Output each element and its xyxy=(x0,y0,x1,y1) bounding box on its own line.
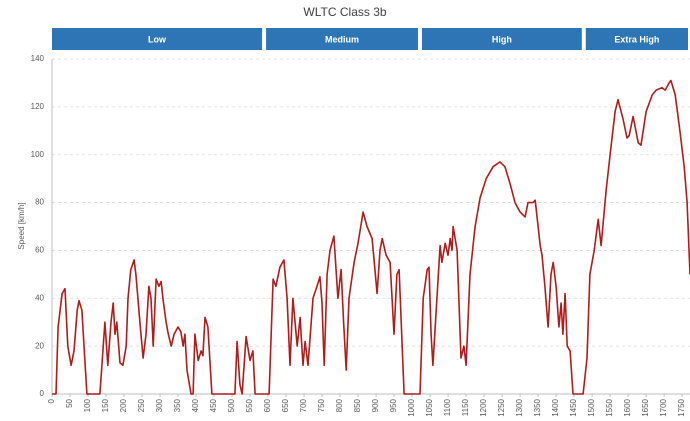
x-tick-label: 750 xyxy=(317,398,326,412)
phase-band xyxy=(421,28,582,50)
y-tick-label: 20 xyxy=(35,341,44,350)
x-tick-label: 550 xyxy=(245,398,254,412)
x-tick-label: 1500 xyxy=(587,398,596,416)
x-tick-label: 1350 xyxy=(533,398,542,416)
x-tick-label: 400 xyxy=(191,398,200,412)
phase-band xyxy=(585,28,688,50)
phase-label: Low xyxy=(148,34,167,44)
x-tick-label: 100 xyxy=(83,398,92,412)
y-tick-label: 0 xyxy=(40,389,45,398)
phase-band xyxy=(52,28,263,50)
x-tick-label: 450 xyxy=(209,398,218,412)
x-tick-label: 1300 xyxy=(515,398,524,416)
x-tick-label: 250 xyxy=(137,398,146,412)
phase-band xyxy=(266,28,418,50)
y-tick-label: 60 xyxy=(35,246,44,255)
y-tick-label: 40 xyxy=(35,293,44,302)
x-tick-label: 1400 xyxy=(551,398,560,416)
x-tick-label: 1250 xyxy=(497,398,506,416)
x-tick-label: 50 xyxy=(65,398,74,407)
x-tick-label: 950 xyxy=(389,398,398,412)
x-tick-label: 1100 xyxy=(443,398,452,416)
x-tick-label: 0 xyxy=(47,398,56,403)
y-tick-label: 100 xyxy=(31,150,45,159)
x-tick-label: 1050 xyxy=(425,398,434,416)
x-tick-label: 700 xyxy=(299,398,308,412)
y-tick-label: 140 xyxy=(31,54,45,63)
x-tick-label: 200 xyxy=(119,398,128,412)
x-tick-label: 300 xyxy=(155,398,164,412)
x-tick-label: 1600 xyxy=(623,398,632,416)
speed-line xyxy=(52,79,690,395)
x-tick-label: 150 xyxy=(101,398,110,412)
x-tick-label: 1700 xyxy=(659,398,668,416)
x-tick-label: 650 xyxy=(281,398,290,412)
x-tick-label: 1550 xyxy=(605,398,614,416)
y-tick-label: 80 xyxy=(35,198,44,207)
x-tick-label: 1650 xyxy=(641,398,650,416)
x-tick-label: 500 xyxy=(227,398,236,412)
x-tick-label: 1000 xyxy=(407,398,416,416)
x-tick-label: 1750 xyxy=(677,398,686,416)
x-tick-label: 900 xyxy=(371,398,380,412)
x-tick-label: 1150 xyxy=(461,398,470,416)
phase-label: Medium xyxy=(325,34,359,44)
phase-label: High xyxy=(492,34,512,44)
y-axis-label: Speed [km/h] xyxy=(17,202,26,249)
phase-label: Extra High xyxy=(614,34,659,44)
x-tick-label: 350 xyxy=(173,398,182,412)
x-tick-label: 1450 xyxy=(569,398,578,416)
x-tick-label: 1200 xyxy=(479,398,488,416)
x-tick-label: 600 xyxy=(263,398,272,412)
chart-title: WLTC Class 3b xyxy=(303,5,386,19)
x-tick-label: 800 xyxy=(335,398,344,412)
y-tick-label: 120 xyxy=(31,102,45,111)
x-tick-label: 850 xyxy=(353,398,362,412)
